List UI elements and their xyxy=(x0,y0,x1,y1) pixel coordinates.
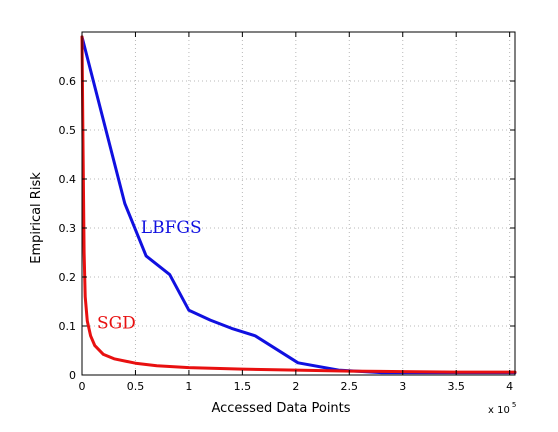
series-line-lbfgs xyxy=(80,35,517,375)
x-axis-label: Accessed Data Points xyxy=(211,401,350,416)
x-tick-label: 0.5 xyxy=(127,380,145,393)
y-tick-label: 0.6 xyxy=(59,75,77,88)
y-axis-label: Empirical Risk xyxy=(29,172,44,264)
series-label-sgd: SGD xyxy=(97,313,136,333)
y-tick-label: 0.2 xyxy=(59,271,77,284)
y-tick-label: 0.1 xyxy=(59,320,77,333)
y-tick-label: 0 xyxy=(69,369,76,382)
plot-frame xyxy=(81,31,516,376)
x-tick-label: 4 xyxy=(506,380,513,393)
x-axis-multiplier-base: x 10 xyxy=(488,405,510,416)
series-labels: LBFGS SGD xyxy=(97,218,202,334)
series-lines xyxy=(80,35,517,375)
grid-lines xyxy=(82,32,515,375)
x-tick-label: 1.5 xyxy=(234,380,252,393)
x-tick-label: 2 xyxy=(292,380,299,393)
x-tick-label: 3.5 xyxy=(447,380,465,393)
x-axis-multiplier-exponent: 5 xyxy=(512,401,516,409)
x-tick-label: 0 xyxy=(79,380,86,393)
series-line-sgd xyxy=(80,35,517,374)
x-axis-multiplier: x 10 5 xyxy=(488,401,516,416)
x-tick-label: 3 xyxy=(399,380,406,393)
y-tick-label: 0.3 xyxy=(59,222,77,235)
axis-ticks: 0 0.5 1 1.5 2 2.5 3 3.5 4 0 0.1 0.2 0.3 0.4 0.5 0.6 xyxy=(59,32,515,393)
y-tick-label: 0.4 xyxy=(59,173,77,186)
series-label-lbfgs: LBFGS xyxy=(141,218,202,238)
x-tick-label: 2.5 xyxy=(341,380,359,393)
x-tick-label: 1 xyxy=(185,380,192,393)
y-tick-label: 0.5 xyxy=(59,124,77,137)
